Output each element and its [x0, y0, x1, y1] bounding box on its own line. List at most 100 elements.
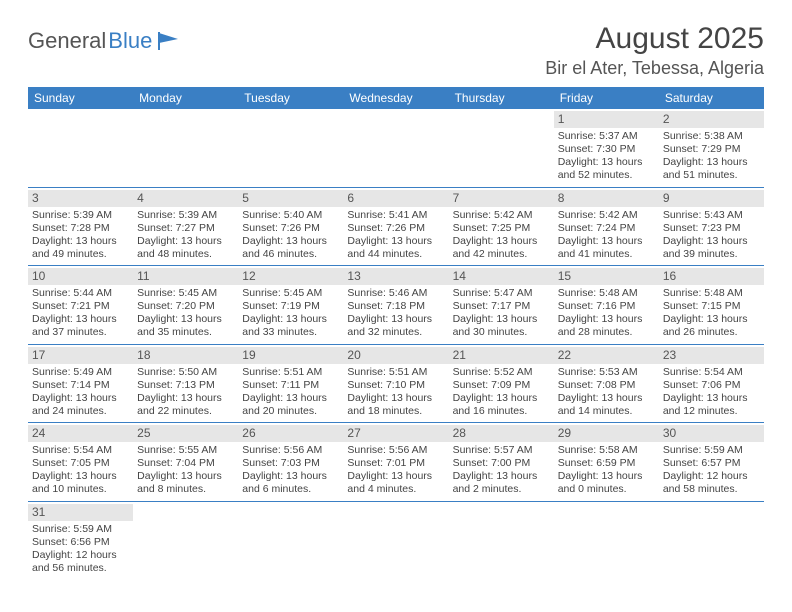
day-cell: 1Sunrise: 5:37 AMSunset: 7:30 PMDaylight… [554, 109, 659, 187]
day-number: 2 [659, 111, 764, 128]
day-cell: 12Sunrise: 5:45 AMSunset: 7:19 PMDayligh… [238, 266, 343, 344]
weekday-header: Sunday [28, 87, 133, 109]
sunset-line: Sunset: 7:10 PM [347, 379, 444, 392]
daylight-line: Daylight: 13 hours and 32 minutes. [347, 313, 444, 339]
day-cell: 10Sunrise: 5:44 AMSunset: 7:21 PMDayligh… [28, 266, 133, 344]
day-number: 26 [238, 425, 343, 442]
day-cell: 30Sunrise: 5:59 AMSunset: 6:57 PMDayligh… [659, 423, 764, 501]
day-number: 1 [554, 111, 659, 128]
day-cell: 13Sunrise: 5:46 AMSunset: 7:18 PMDayligh… [343, 266, 448, 344]
sunrise-line: Sunrise: 5:56 AM [347, 444, 444, 457]
day-number: 8 [554, 190, 659, 207]
sunrise-line: Sunrise: 5:41 AM [347, 209, 444, 222]
sunset-line: Sunset: 6:56 PM [32, 536, 129, 549]
empty-cell [343, 502, 448, 580]
location: Bir el Ater, Tebessa, Algeria [545, 58, 764, 79]
day-cell: 14Sunrise: 5:47 AMSunset: 7:17 PMDayligh… [449, 266, 554, 344]
daylight-line: Daylight: 13 hours and 10 minutes. [32, 470, 129, 496]
sunrise-line: Sunrise: 5:47 AM [453, 287, 550, 300]
day-cell: 28Sunrise: 5:57 AMSunset: 7:00 PMDayligh… [449, 423, 554, 501]
empty-cell [449, 502, 554, 580]
day-number: 14 [449, 268, 554, 285]
day-cell: 6 Sunrise: 5:41 AMSunset: 7:26 PMDaylight… [343, 188, 448, 266]
day-cell: 27Sunrise: 5:56 AMSunset: 7:01 PMDayligh… [343, 423, 448, 501]
daylight-line: Daylight: 13 hours and 44 minutes. [347, 235, 444, 261]
weekday-header: Saturday [659, 87, 764, 109]
sunset-line: Sunset: 7:03 PM [242, 457, 339, 470]
sunrise-line: Sunrise: 5:50 AM [137, 366, 234, 379]
daylight-line: Daylight: 13 hours and 20 minutes. [242, 392, 339, 418]
sunset-line: Sunset: 7:09 PM [453, 379, 550, 392]
day-number: 13 [343, 268, 448, 285]
sunrise-line: Sunrise: 5:38 AM [663, 130, 760, 143]
sunset-line: Sunset: 7:13 PM [137, 379, 234, 392]
daylight-line: Daylight: 13 hours and 28 minutes. [558, 313, 655, 339]
day-cell: 21Sunrise: 5:52 AMSunset: 7:09 PMDayligh… [449, 345, 554, 423]
sunset-line: Sunset: 7:01 PM [347, 457, 444, 470]
empty-cell [238, 502, 343, 580]
day-number: 21 [449, 347, 554, 364]
logo-flag-icon [158, 32, 184, 50]
day-cell: 22Sunrise: 5:53 AMSunset: 7:08 PMDayligh… [554, 345, 659, 423]
calendar: SundayMondayTuesdayWednesdayThursdayFrid… [28, 87, 764, 579]
weekday-header: Wednesday [343, 87, 448, 109]
day-cell: 19Sunrise: 5:51 AMSunset: 7:11 PMDayligh… [238, 345, 343, 423]
sunset-line: Sunset: 7:26 PM [347, 222, 444, 235]
sunrise-line: Sunrise: 5:51 AM [242, 366, 339, 379]
day-number: 18 [133, 347, 238, 364]
sunset-line: Sunset: 7:24 PM [558, 222, 655, 235]
day-number: 4 [133, 190, 238, 207]
daylight-line: Daylight: 13 hours and 2 minutes. [453, 470, 550, 496]
sunset-line: Sunset: 7:28 PM [32, 222, 129, 235]
sunset-line: Sunset: 6:57 PM [663, 457, 760, 470]
daylight-line: Daylight: 13 hours and 37 minutes. [32, 313, 129, 339]
daylight-line: Daylight: 13 hours and 30 minutes. [453, 313, 550, 339]
day-number: 3 [28, 190, 133, 207]
sunset-line: Sunset: 7:05 PM [32, 457, 129, 470]
logo-text-1: General [28, 28, 106, 54]
day-cell: 18 Sunrise: 5:50 AMSunset: 7:13 PMDayligh… [133, 345, 238, 423]
sunset-line: Sunset: 7:30 PM [558, 143, 655, 156]
empty-cell [133, 502, 238, 580]
day-number: 16 [659, 268, 764, 285]
sunset-line: Sunset: 7:06 PM [663, 379, 760, 392]
sunset-line: Sunset: 7:20 PM [137, 300, 234, 313]
day-cell: 24Sunrise: 5:54 AMSunset: 7:05 PMDayligh… [28, 423, 133, 501]
daylight-line: Daylight: 13 hours and 52 minutes. [558, 156, 655, 182]
daylight-line: Daylight: 13 hours and 26 minutes. [663, 313, 760, 339]
day-number: 6 [343, 190, 448, 207]
daylight-line: Daylight: 13 hours and 24 minutes. [32, 392, 129, 418]
day-number: 15 [554, 268, 659, 285]
daylight-line: Daylight: 13 hours and 12 minutes. [663, 392, 760, 418]
weekday-header: Friday [554, 87, 659, 109]
sunrise-line: Sunrise: 5:57 AM [453, 444, 550, 457]
day-number: 23 [659, 347, 764, 364]
day-cell: 8 Sunrise: 5:42 AMSunset: 7:24 PMDaylight… [554, 188, 659, 266]
sunrise-line: Sunrise: 5:49 AM [32, 366, 129, 379]
daylight-line: Daylight: 13 hours and 46 minutes. [242, 235, 339, 261]
day-cell: 3Sunrise: 5:39 AMSunset: 7:28 PMDaylight… [28, 188, 133, 266]
daylight-line: Daylight: 13 hours and 41 minutes. [558, 235, 655, 261]
week-row: 10Sunrise: 5:44 AMSunset: 7:21 PMDayligh… [28, 266, 764, 345]
sunrise-line: Sunrise: 5:42 AM [558, 209, 655, 222]
logo: GeneralBlue [28, 28, 184, 54]
day-number: 22 [554, 347, 659, 364]
sunrise-line: Sunrise: 5:52 AM [453, 366, 550, 379]
sunrise-line: Sunrise: 5:51 AM [347, 366, 444, 379]
daylight-line: Daylight: 13 hours and 39 minutes. [663, 235, 760, 261]
week-row: 17Sunrise: 5:49 AMSunset: 7:14 PMDayligh… [28, 345, 764, 424]
daylight-line: Daylight: 13 hours and 14 minutes. [558, 392, 655, 418]
weekday-header: Thursday [449, 87, 554, 109]
weekday-header: Tuesday [238, 87, 343, 109]
day-cell: 5Sunrise: 5:40 AMSunset: 7:26 PMDaylight… [238, 188, 343, 266]
day-cell: 26 Sunrise: 5:56 AMSunset: 7:03 PMDayligh… [238, 423, 343, 501]
sunrise-line: Sunrise: 5:39 AM [137, 209, 234, 222]
sunrise-line: Sunrise: 5:53 AM [558, 366, 655, 379]
sunrise-line: Sunrise: 5:56 AM [242, 444, 339, 457]
day-number: 27 [343, 425, 448, 442]
week-row: 24Sunrise: 5:54 AMSunset: 7:05 PMDayligh… [28, 423, 764, 502]
empty-cell [343, 109, 448, 187]
daylight-line: Daylight: 13 hours and 22 minutes. [137, 392, 234, 418]
daylight-line: Daylight: 13 hours and 6 minutes. [242, 470, 339, 496]
day-number: 30 [659, 425, 764, 442]
